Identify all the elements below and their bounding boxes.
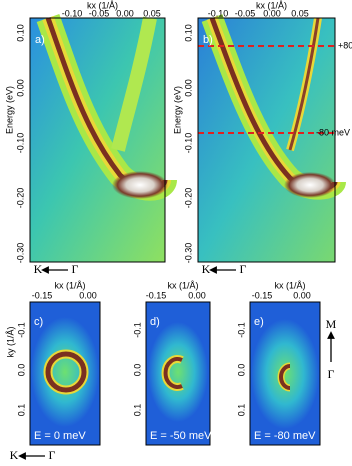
panel-label: e) [254, 316, 264, 328]
x-tick-label: 0.00 [263, 8, 281, 18]
y-tick-label: -0.20 [15, 188, 25, 209]
y-tick-label: 0.0 [132, 364, 142, 377]
x-tick-label: 0.00 [293, 290, 311, 300]
y-tick-label: 0.10 [183, 24, 193, 42]
direction-from: K [202, 262, 211, 276]
y-tick-label: -0.30 [183, 243, 193, 264]
y-tick-label: -0.1 [16, 322, 26, 338]
frames [29, 17, 336, 446]
y-tick-label: 0.0 [236, 364, 246, 377]
x-axis-label: kx (1/Å) [256, 0, 287, 10]
intensity-map-d [146, 302, 210, 445]
x-tick-label: -0.15 [146, 290, 167, 300]
intensity-map-b [198, 14, 346, 262]
y-axis-label: ky (1/Å) [5, 326, 15, 357]
marker-label: +80 meV [338, 40, 352, 50]
x-tick-label: 0.05 [291, 8, 309, 18]
x-tick-label: 0.00 [116, 8, 134, 18]
x-axis-label: kx (1/Å) [167, 280, 198, 290]
panel-label: d) [150, 316, 160, 328]
panel-label: a) [35, 34, 45, 46]
y-tick-label: -0.30 [15, 243, 25, 264]
energy-label: E = -80 meV [254, 430, 316, 442]
y-tick-label: -0.20 [183, 188, 193, 209]
direction-bottom: Γ [328, 367, 335, 381]
x-axis-label: kx (1/Å) [54, 280, 85, 290]
y-tick-label: -0.1 [132, 322, 142, 338]
arrows [18, 266, 335, 460]
energy-label: E = -50 meV [150, 430, 212, 442]
y-tick-label: -0.10 [15, 133, 25, 154]
direction-to: Γ [72, 262, 79, 276]
y-tick-label: -0.1 [236, 322, 246, 338]
marker-label: -80 meV [316, 127, 350, 137]
x-tick-label: -0.05 [89, 8, 110, 18]
x-tick-label: -0.10 [208, 8, 229, 18]
y-tick-label: 0.1 [16, 404, 26, 417]
panel-label: c) [34, 316, 43, 328]
y-tick-label: 0.00 [15, 79, 25, 97]
y-axis-label: Energy (eV) [172, 86, 182, 134]
x-tick-label: -0.15 [32, 290, 53, 300]
y-tick-label: 0.1 [132, 404, 142, 417]
direction-from: K [34, 262, 43, 276]
y-tick-label: 0.0 [16, 364, 26, 377]
direction-to: Γ [49, 448, 56, 462]
x-tick-label: -0.10 [62, 8, 83, 18]
x-axis-label: kx (1/Å) [87, 0, 118, 10]
y-axis-label: Energy (eV) [4, 86, 14, 134]
panel-label: b) [203, 34, 213, 46]
y-tick-label: -0.10 [183, 133, 193, 154]
intensity-map-a [30, 13, 177, 262]
x-tick-label: 0.00 [188, 290, 206, 300]
intensity-map-c [30, 302, 100, 445]
direction-to: Γ [240, 262, 247, 276]
y-tick-label: 0.00 [183, 79, 193, 97]
x-tick-label: -0.05 [235, 8, 256, 18]
direction-top: M [326, 317, 337, 331]
y-tick-label: 0.1 [236, 404, 246, 417]
x-axis-label: kx (1/Å) [274, 280, 305, 290]
intensity-map-e [250, 302, 320, 445]
direction-from: K [10, 448, 19, 462]
y-tick-label: 0.10 [15, 24, 25, 42]
x-tick-label: 0.00 [79, 290, 97, 300]
energy-label: E = 0 meV [34, 430, 86, 442]
x-tick-label: -0.15 [252, 290, 273, 300]
x-tick-label: 0.05 [143, 8, 161, 18]
